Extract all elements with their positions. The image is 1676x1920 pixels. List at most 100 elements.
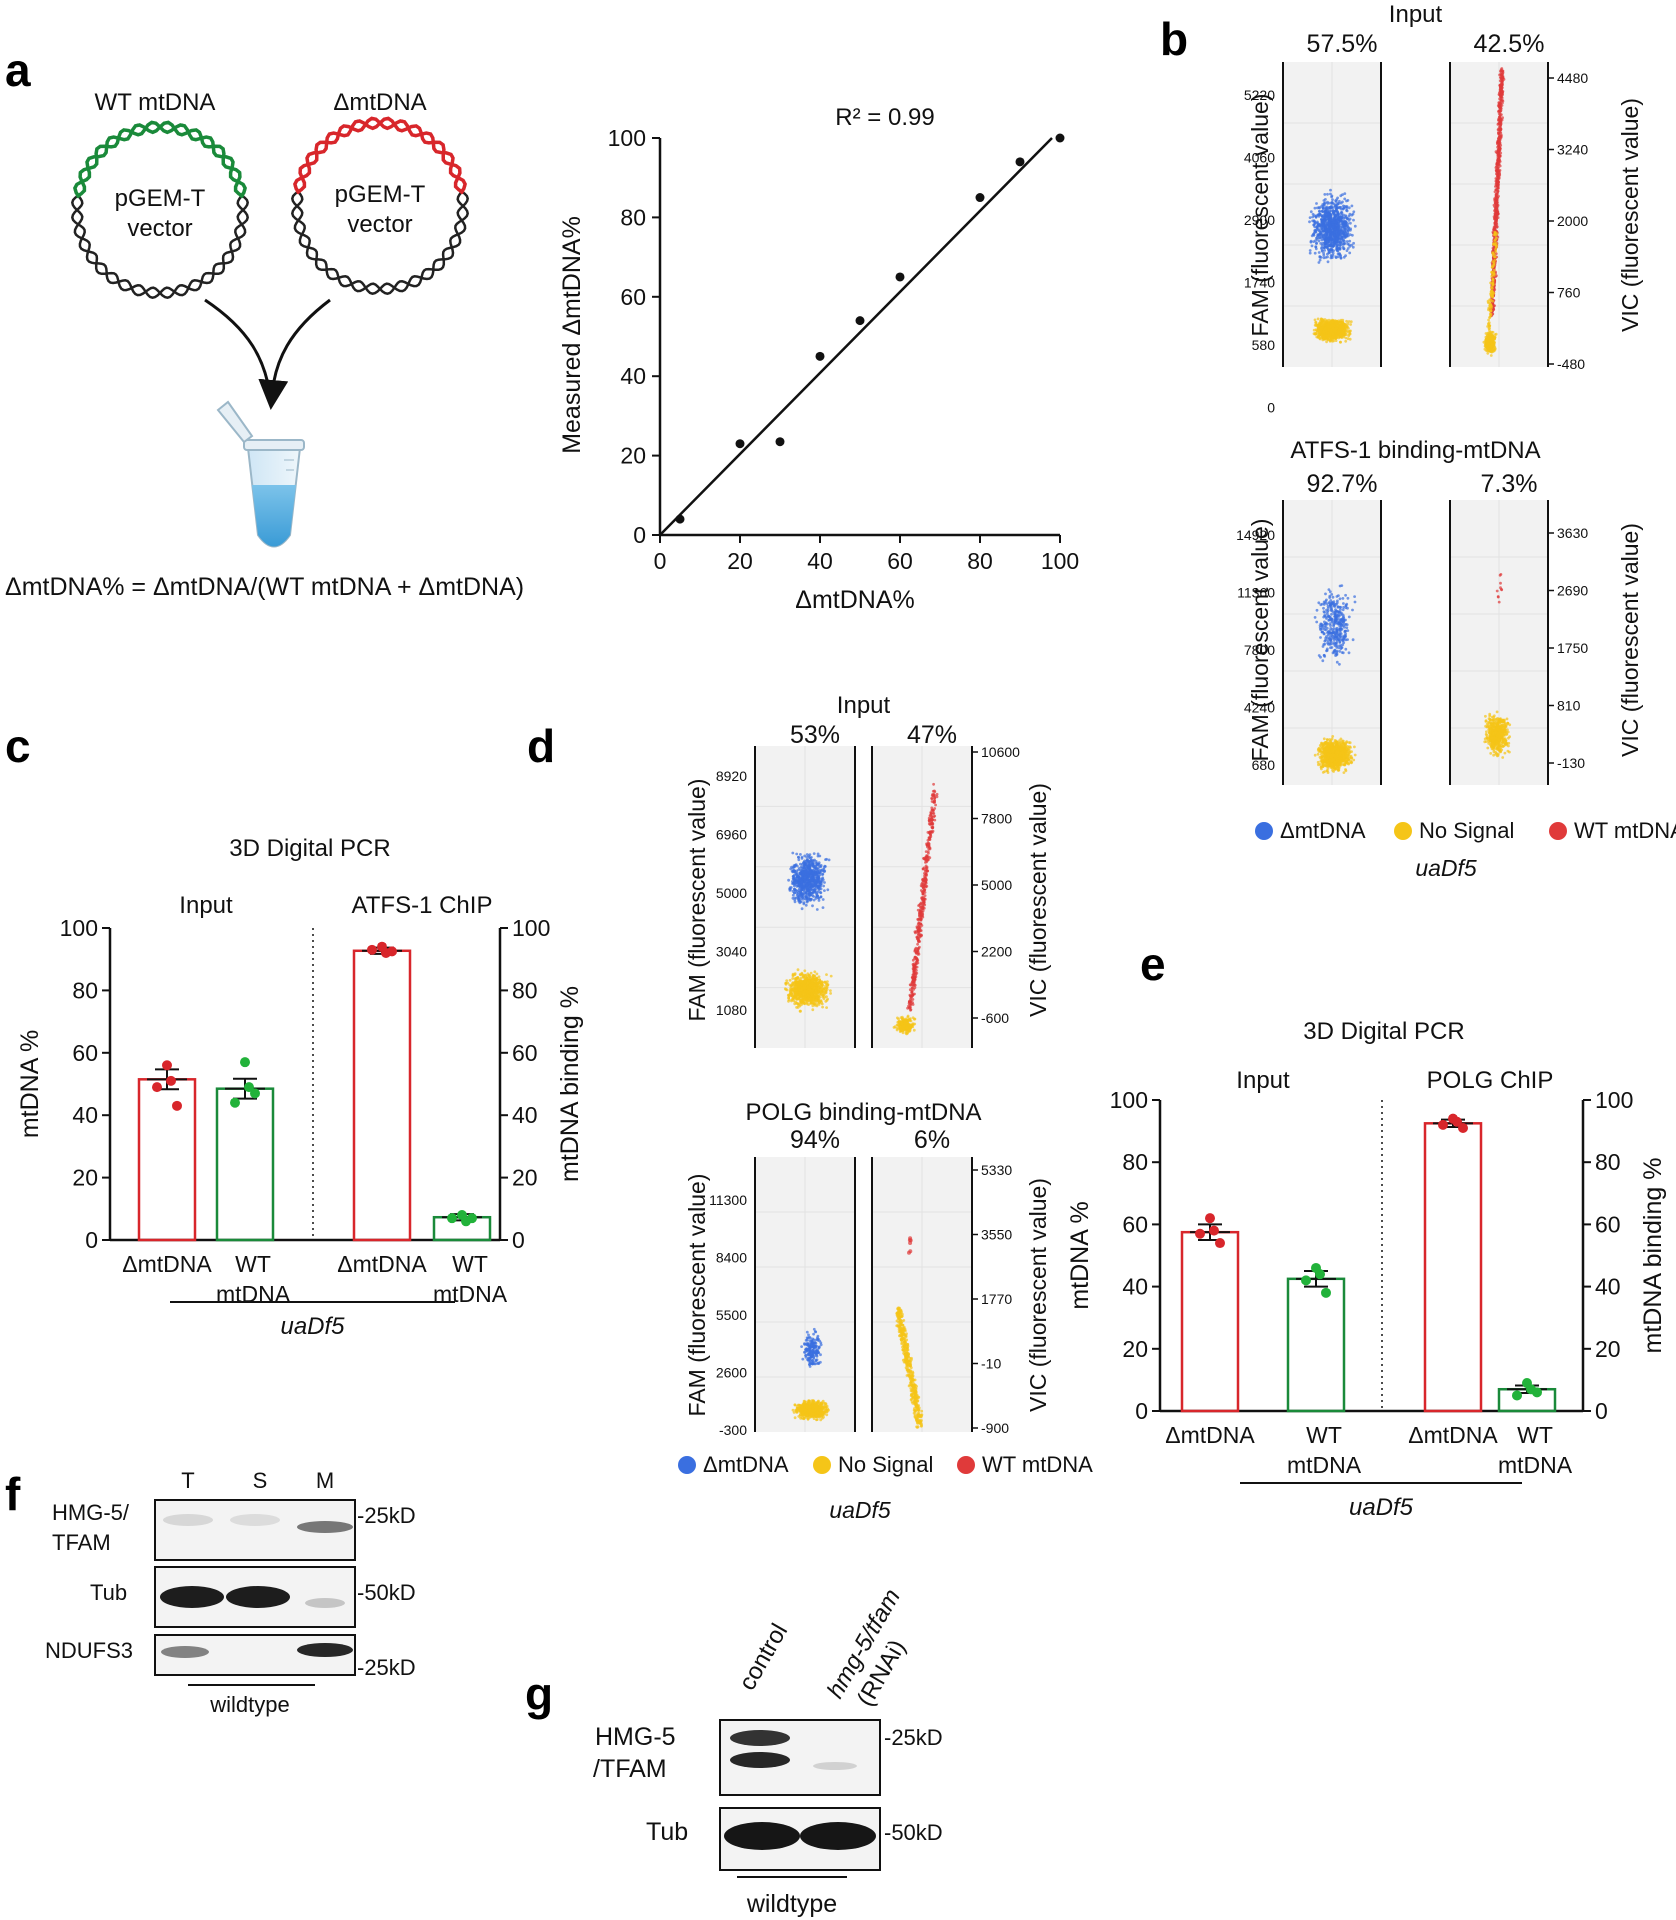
droplet-mut bbox=[1335, 653, 1339, 657]
droplet-neg bbox=[1486, 351, 1490, 355]
droplet-mut bbox=[1347, 651, 1351, 655]
droplet-mut bbox=[1347, 206, 1351, 210]
droplet-mut bbox=[1327, 231, 1330, 234]
droplet-wt bbox=[1497, 171, 1501, 175]
droplet-neg bbox=[1487, 318, 1490, 322]
plot-title: Input bbox=[1389, 1, 1443, 28]
droplet-neg bbox=[1345, 740, 1349, 744]
droplet-neg bbox=[1491, 281, 1494, 285]
droplet-mut bbox=[1320, 205, 1323, 208]
droplet-neg bbox=[1349, 320, 1353, 324]
droplet-mut bbox=[1346, 596, 1350, 600]
droplet-neg bbox=[1348, 332, 1352, 336]
droplet-neg bbox=[1339, 335, 1343, 338]
droplet-mut bbox=[1316, 233, 1320, 237]
droplet-wt bbox=[1498, 105, 1502, 109]
droplet-neg bbox=[1493, 242, 1496, 246]
droplet-wt bbox=[1497, 160, 1501, 164]
strain-label: uaDf5 bbox=[280, 1313, 345, 1340]
droplet-mut bbox=[1330, 607, 1333, 611]
droplet-neg bbox=[1345, 333, 1348, 336]
droplet-mut bbox=[1323, 614, 1327, 617]
droplet-neg bbox=[1338, 739, 1341, 743]
droplet-mut bbox=[1319, 636, 1322, 639]
droplet-wt bbox=[1497, 119, 1501, 122]
droplet-neg bbox=[1508, 750, 1511, 754]
droplet-mut bbox=[1328, 604, 1332, 608]
droplet-mut bbox=[1348, 239, 1352, 243]
droplet-mut bbox=[1333, 603, 1337, 606]
droplet-neg bbox=[1501, 756, 1505, 759]
droplet-mut bbox=[1332, 638, 1336, 642]
droplet-neg bbox=[1317, 763, 1320, 767]
droplet-mut bbox=[1336, 637, 1340, 641]
droplet-mut bbox=[1340, 225, 1344, 229]
droplet-mut bbox=[1329, 188, 1332, 192]
droplet-neg bbox=[1489, 350, 1493, 353]
droplet-mut bbox=[1324, 624, 1328, 628]
droplet-neg bbox=[1325, 340, 1328, 344]
droplet-neg bbox=[1486, 746, 1490, 750]
droplet-mut bbox=[1345, 626, 1349, 630]
droplet-wt bbox=[1496, 176, 1500, 179]
droplet-neg bbox=[1489, 304, 1493, 308]
droplet-neg bbox=[1332, 747, 1336, 751]
droplet-neg bbox=[1487, 327, 1491, 330]
droplet-mut bbox=[1331, 209, 1335, 213]
x-tick-label: 40 bbox=[807, 548, 833, 574]
droplet-mut bbox=[1338, 597, 1342, 601]
droplet-mut bbox=[1341, 639, 1345, 643]
droplet-mut bbox=[1345, 217, 1349, 220]
droplet-mut bbox=[1351, 245, 1355, 249]
droplet-neg bbox=[1325, 319, 1328, 323]
droplet-mut bbox=[1338, 622, 1342, 626]
droplet-wt bbox=[1497, 600, 1501, 604]
droplet-neg bbox=[1498, 720, 1502, 724]
droplet-mut bbox=[1335, 641, 1338, 644]
droplet-neg bbox=[1496, 724, 1500, 727]
droplet-mut bbox=[1308, 216, 1312, 220]
formula-text: ΔmtDNA% = ΔmtDNA/(WT mtDNA + ΔmtDNA) bbox=[5, 573, 524, 601]
droplet-neg bbox=[1503, 728, 1507, 732]
droplet-mut bbox=[1332, 627, 1336, 631]
droplet-mut bbox=[1314, 215, 1318, 219]
left-tick-label: 80 bbox=[72, 977, 98, 1003]
droplet-mut bbox=[1315, 236, 1318, 240]
droplet-neg bbox=[1314, 331, 1318, 335]
tube-icon bbox=[216, 400, 305, 548]
droplet-neg bbox=[1484, 719, 1488, 723]
droplet-neg bbox=[1316, 317, 1320, 321]
droplet-mut bbox=[1308, 251, 1312, 255]
percent-mut: 57.5% bbox=[1307, 30, 1378, 58]
droplet-neg bbox=[1489, 731, 1493, 735]
droplet-mut bbox=[1336, 633, 1340, 637]
droplet-mut bbox=[1327, 618, 1331, 622]
droplet-neg bbox=[1319, 748, 1322, 751]
droplet-neg bbox=[1320, 741, 1323, 745]
droplet-mut bbox=[1324, 592, 1327, 596]
droplet-mut bbox=[1337, 231, 1341, 235]
droplet-neg bbox=[1331, 754, 1335, 758]
droplet-mut bbox=[1325, 240, 1328, 244]
vic-tick-label: 2690 bbox=[1557, 583, 1588, 599]
droplet-neg bbox=[1501, 724, 1504, 728]
droplet-neg bbox=[1489, 752, 1493, 755]
droplet-neg bbox=[1314, 320, 1318, 324]
droplet-mut bbox=[1340, 234, 1343, 238]
droplet-mut bbox=[1322, 237, 1326, 241]
droplet-mut bbox=[1353, 595, 1356, 598]
droplet-wt bbox=[1499, 68, 1503, 72]
droplet-mut bbox=[1338, 611, 1341, 614]
legend-dot bbox=[1549, 822, 1567, 840]
droplet-wt bbox=[1498, 573, 1502, 577]
droplet-neg bbox=[1343, 763, 1347, 767]
droplet-mut bbox=[1315, 202, 1318, 205]
droplet-mut bbox=[1322, 606, 1325, 610]
droplet-mut bbox=[1334, 256, 1338, 259]
droplet-neg bbox=[1492, 268, 1496, 272]
droplet-mut bbox=[1313, 221, 1317, 225]
droplet-wt bbox=[1495, 589, 1499, 593]
droplet-neg bbox=[1332, 766, 1336, 770]
droplet-neg bbox=[1485, 730, 1488, 734]
